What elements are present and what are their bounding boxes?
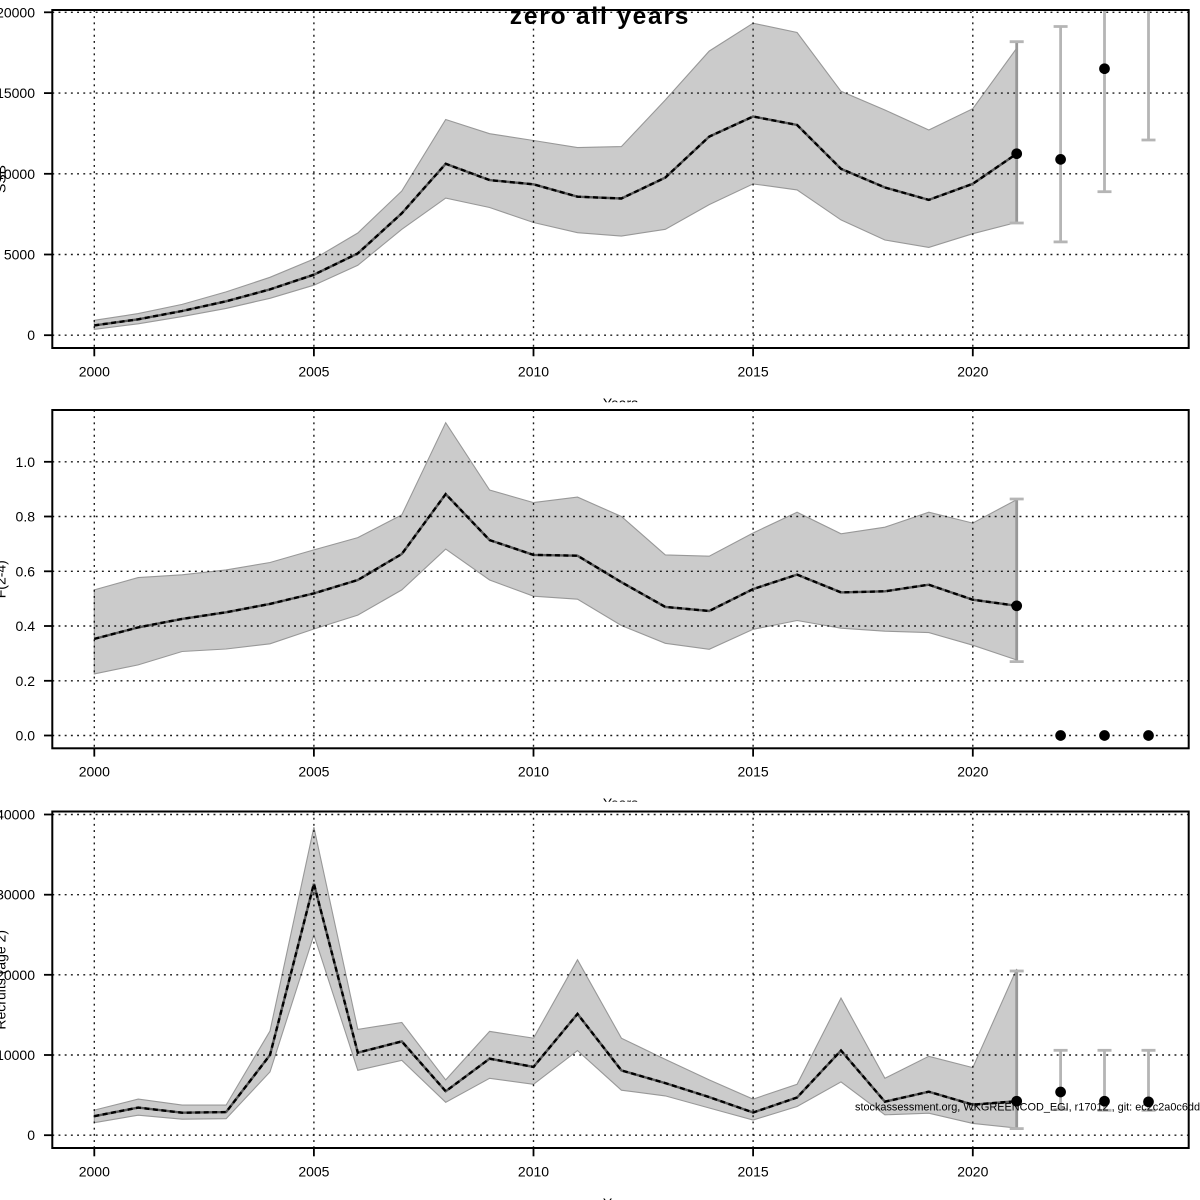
svg-text:2015: 2015 <box>738 764 769 780</box>
svg-text:F(2-4): F(2-4) <box>0 560 9 598</box>
svg-text:1.0: 1.0 <box>16 454 36 470</box>
svg-text:0.8: 0.8 <box>16 509 36 525</box>
svg-text:5000: 5000 <box>4 247 35 263</box>
svg-text:Years: Years <box>603 395 638 411</box>
svg-text:2010: 2010 <box>518 764 549 780</box>
svg-text:stockassessment.org, WKGREENCO: stockassessment.org, WKGREENCOD_EGI, r17… <box>855 1101 1200 1113</box>
svg-text:0.4: 0.4 <box>16 618 36 634</box>
svg-text:2015: 2015 <box>738 1163 769 1179</box>
svg-text:10000: 10000 <box>0 1047 35 1063</box>
svg-text:2010: 2010 <box>518 1163 549 1179</box>
svg-text:Recruits (age 2): Recruits (age 2) <box>0 930 9 1030</box>
svg-text:0.0: 0.0 <box>16 728 36 744</box>
svg-text:2000: 2000 <box>79 1163 110 1179</box>
svg-text:2020: 2020 <box>957 764 988 780</box>
svg-text:0.2: 0.2 <box>16 673 36 689</box>
svg-text:2005: 2005 <box>298 363 329 379</box>
svg-text:0: 0 <box>27 327 35 343</box>
svg-text:40000: 40000 <box>0 807 35 823</box>
svg-text:10000: 10000 <box>0 166 35 182</box>
svg-text:0: 0 <box>27 1127 35 1143</box>
svg-text:0.6: 0.6 <box>16 563 36 579</box>
svg-text:SSB: SSB <box>0 165 9 193</box>
svg-text:2000: 2000 <box>79 764 110 780</box>
svg-text:2010: 2010 <box>518 363 549 379</box>
svg-text:2000: 2000 <box>79 363 110 379</box>
svg-text:Years: Years <box>603 795 638 811</box>
svg-text:15000: 15000 <box>0 85 35 101</box>
svg-text:zero all years: zero all years <box>510 3 690 30</box>
svg-text:Years: Years <box>603 1195 638 1200</box>
svg-text:30000: 30000 <box>0 887 35 903</box>
svg-text:2005: 2005 <box>298 1163 329 1179</box>
svg-text:2020: 2020 <box>957 1163 988 1179</box>
svg-text:2020: 2020 <box>957 363 988 379</box>
svg-text:2005: 2005 <box>298 764 329 780</box>
svg-text:2015: 2015 <box>738 363 769 379</box>
